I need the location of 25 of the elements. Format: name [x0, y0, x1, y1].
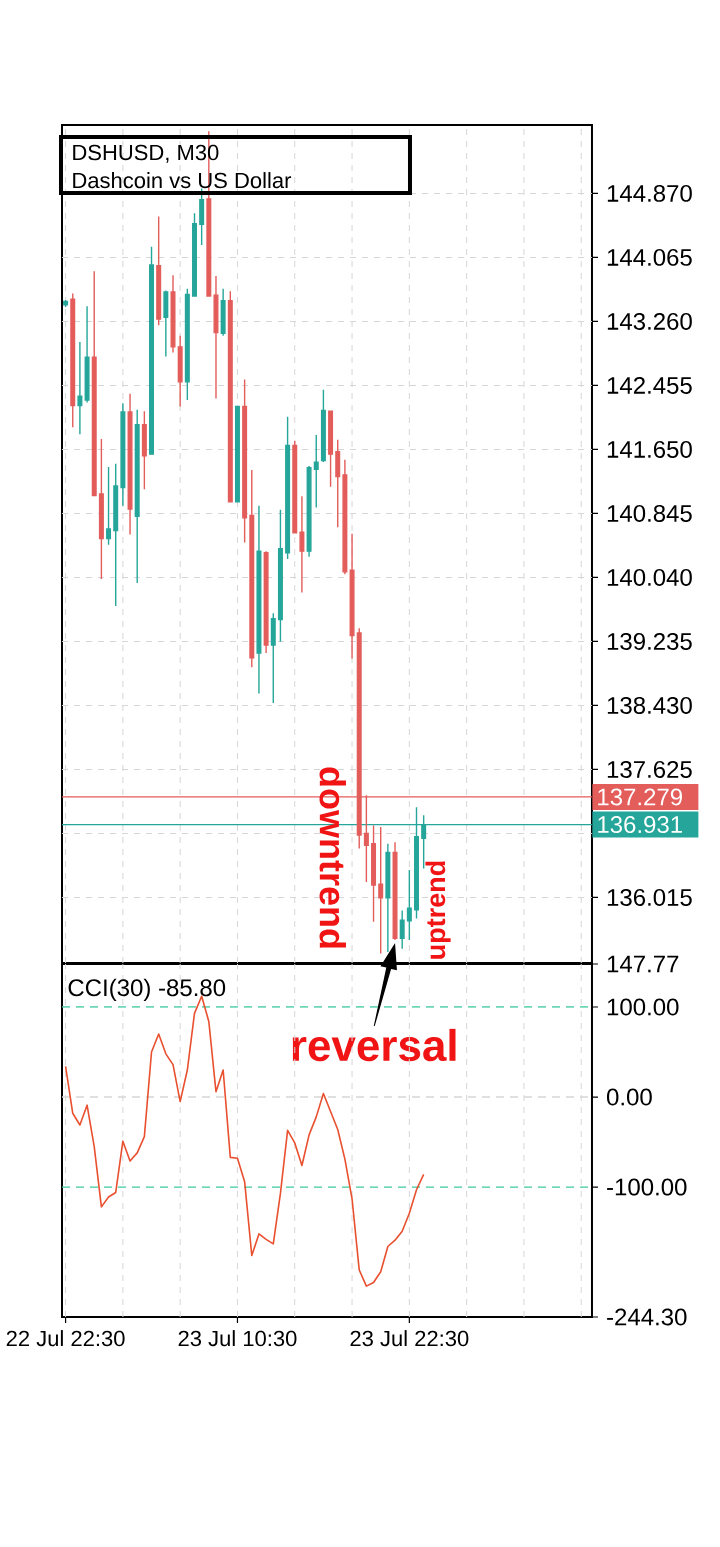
annotation: reversal: [292, 1028, 456, 1062]
y-tick-label: 144.065: [607, 248, 692, 266]
y-tick-label: 0.00: [606, 1088, 652, 1106]
x-tick-label: 23 Jul 10:30: [178, 1330, 297, 1347]
y-tick-label: 138.430: [607, 696, 692, 714]
y-tick-label: 140.845: [607, 504, 692, 522]
y-tick-label: 100.00: [607, 998, 679, 1016]
y-tick-label: 140.040: [607, 568, 692, 586]
text: CCI(30) -85.80: [68, 978, 226, 1001]
y-tick-label: 144.870: [607, 184, 692, 202]
annotation: downtrend: [319, 767, 346, 948]
y-tick-label: 137.625: [607, 760, 692, 778]
y-tick-label: 139.235: [607, 632, 692, 650]
x-tick-label: 23 Jul 22:30: [350, 1330, 469, 1347]
ref-line-label: 137.279: [598, 788, 682, 806]
x-tick-label: 22 Jul 22:30: [6, 1330, 125, 1347]
y-tick-label: 142.455: [607, 376, 692, 394]
annotation: uptrend: [425, 861, 451, 959]
y-tick-label: 143.260: [607, 312, 692, 330]
y-tick-label: -244.30: [607, 1308, 687, 1326]
y-tick-label: 136.015: [607, 888, 692, 906]
y-tick-label: 141.650: [607, 440, 692, 458]
y-tick-label: 147.77: [607, 955, 679, 973]
ref-line-label: 136.931: [598, 816, 682, 834]
y-tick-label: -100.00: [607, 1178, 687, 1196]
